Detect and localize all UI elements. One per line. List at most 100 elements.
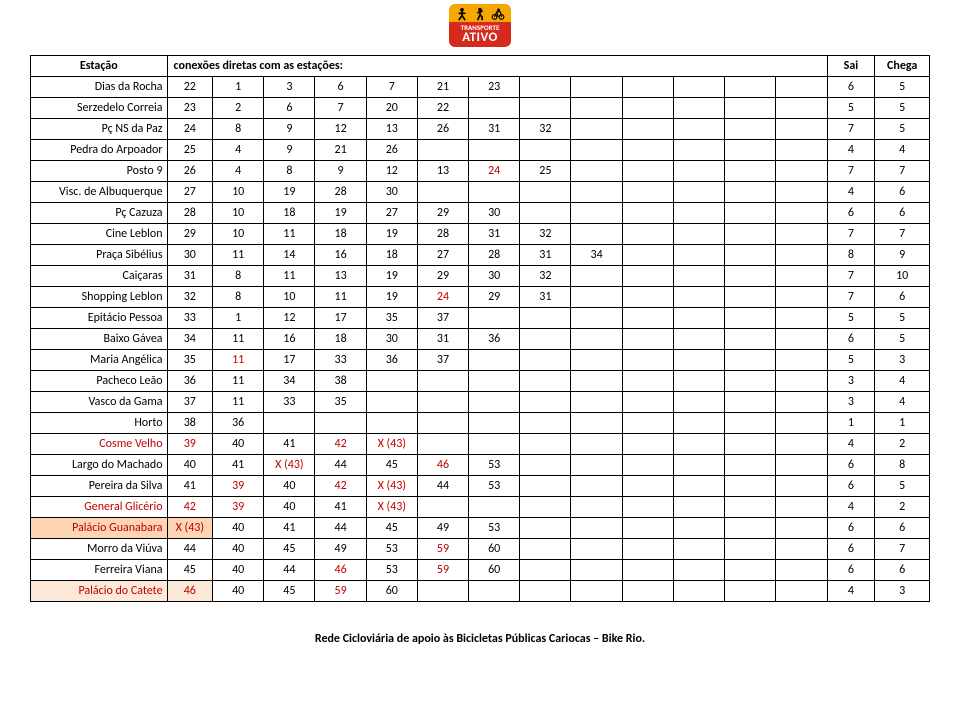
connection-cell: 20 (366, 98, 417, 119)
station-name: Pacheco Leão (31, 371, 168, 392)
connection-cell (725, 224, 776, 245)
connection-cell (622, 77, 673, 98)
station-id: 27 (167, 182, 213, 203)
connection-cell: 19 (315, 203, 366, 224)
connection-cell: 12 (366, 161, 417, 182)
connection-cell (725, 182, 776, 203)
connection-cell: 42 (315, 434, 366, 455)
connection-cell (673, 497, 724, 518)
connection-cell (622, 245, 673, 266)
station-name: Baixo Gávea (31, 329, 168, 350)
connection-cell (673, 98, 724, 119)
chega-cell: 6 (875, 287, 930, 308)
sai-cell: 7 (827, 224, 875, 245)
connection-cell (725, 350, 776, 371)
table-row: Serzedelo Correia23267202255 (31, 98, 930, 119)
connection-cell: 6 (315, 77, 366, 98)
station-id: 42 (167, 497, 213, 518)
station-id: 23 (167, 98, 213, 119)
connection-cell (520, 308, 571, 329)
connection-cell (622, 308, 673, 329)
sai-cell: 7 (827, 287, 875, 308)
connection-cell: 45 (264, 581, 315, 602)
connection-cell (571, 329, 622, 350)
chega-cell: 4 (875, 371, 930, 392)
connection-cell: 21 (417, 77, 468, 98)
connection-cell (673, 203, 724, 224)
sai-cell: 4 (827, 581, 875, 602)
table-row: Baixo Gávea3411161830313665 (31, 329, 930, 350)
station-name: Pç Cazuza (31, 203, 168, 224)
connection-cell: 2 (213, 98, 264, 119)
connection-cell (571, 161, 622, 182)
chega-cell: 6 (875, 560, 930, 581)
connection-cell (725, 329, 776, 350)
connection-cell (571, 308, 622, 329)
station-id: 28 (167, 203, 213, 224)
connection-cell (776, 539, 827, 560)
connection-cell (520, 77, 571, 98)
chega-cell: 10 (875, 266, 930, 287)
connection-cell (520, 560, 571, 581)
station-id: 31 (167, 266, 213, 287)
station-id: 40 (167, 455, 213, 476)
connection-cell: 28 (417, 224, 468, 245)
connection-cell (673, 371, 724, 392)
connection-cell: 11 (315, 287, 366, 308)
table-row: Pacheco Leão3611343834 (31, 371, 930, 392)
connection-cell (315, 413, 366, 434)
connection-cell (776, 476, 827, 497)
table-row: Pç NS da Paz2489121326313275 (31, 119, 930, 140)
connection-cell (776, 518, 827, 539)
connection-cell (673, 581, 724, 602)
connection-cell (776, 77, 827, 98)
connection-cell: 9 (264, 140, 315, 161)
sai-cell: 6 (827, 518, 875, 539)
connection-cell (520, 371, 571, 392)
connection-cell (622, 518, 673, 539)
sai-cell: 4 (827, 140, 875, 161)
connection-cell (571, 434, 622, 455)
station-name: Pereira da Silva (31, 476, 168, 497)
connection-cell: 31 (469, 119, 520, 140)
connection-cell (417, 140, 468, 161)
connection-cell (725, 560, 776, 581)
station-id: 33 (167, 308, 213, 329)
connection-cell: 36 (213, 413, 264, 434)
connection-cell: 11 (213, 392, 264, 413)
connection-cell (622, 350, 673, 371)
sai-cell: 6 (827, 329, 875, 350)
connection-cell (571, 350, 622, 371)
connection-cell: 34 (264, 371, 315, 392)
connection-cell: 44 (417, 476, 468, 497)
connection-cell: 30 (366, 329, 417, 350)
chega-cell: 5 (875, 308, 930, 329)
table-row: Palácio GuanabaraX (43)40414445495366 (31, 518, 930, 539)
connection-cell (622, 371, 673, 392)
connection-cell: 29 (469, 287, 520, 308)
connection-cell (725, 77, 776, 98)
connection-cell (417, 413, 468, 434)
connection-cell: 11 (213, 371, 264, 392)
station-name: General Glicério (31, 497, 168, 518)
connection-cell (571, 371, 622, 392)
sai-cell: 5 (827, 308, 875, 329)
connection-cell: 46 (417, 455, 468, 476)
connection-cell: 16 (264, 329, 315, 350)
connection-cell (520, 350, 571, 371)
connection-cell (571, 77, 622, 98)
connection-cell (776, 455, 827, 476)
table-row: Epitácio Pessoa3311217353755 (31, 308, 930, 329)
station-name: Visc. de Albuquerque (31, 182, 168, 203)
connection-cell: 30 (366, 182, 417, 203)
connection-cell: 40 (213, 560, 264, 581)
connection-cell (622, 392, 673, 413)
station-id: 38 (167, 413, 213, 434)
connection-cell (469, 371, 520, 392)
connection-cell: 23 (469, 77, 520, 98)
connection-cell (776, 287, 827, 308)
table-row: Maria Angélica35111733363753 (31, 350, 930, 371)
station-id: 41 (167, 476, 213, 497)
header-row: Estação conexões diretas com as estações… (31, 56, 930, 77)
station-name: Morro da Viúva (31, 539, 168, 560)
